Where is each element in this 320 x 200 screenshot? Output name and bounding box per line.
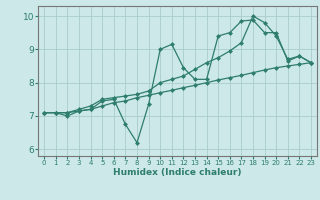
X-axis label: Humidex (Indice chaleur): Humidex (Indice chaleur) [113,168,242,177]
